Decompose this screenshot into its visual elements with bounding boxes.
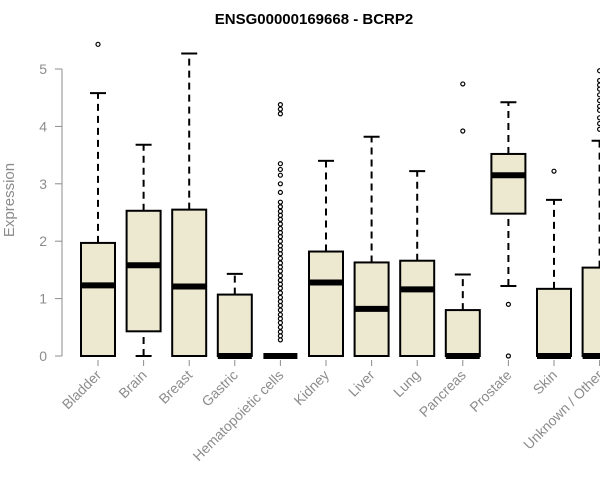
outlier-point: [277, 106, 283, 112]
outlier-point: [277, 212, 283, 218]
box-brain: [125, 143, 162, 357]
outlier-point: [277, 316, 283, 322]
outlier-point: [277, 247, 283, 253]
outlier-point: [277, 189, 283, 196]
box-hematopoietic-cells: [263, 101, 298, 359]
box-iqr: [536, 287, 572, 358]
x-tick-label: Lung: [390, 367, 423, 400]
outlier-point: [277, 324, 283, 330]
x-tick-label: Prostate: [466, 367, 514, 415]
box-unknown-other: [581, 68, 600, 359]
outlier-point: [277, 166, 283, 173]
outlier-point: [277, 225, 283, 232]
box-breast: [171, 52, 208, 357]
outlier-point: [277, 281, 283, 287]
box-lung: [399, 170, 436, 357]
box-iqr: [216, 293, 253, 357]
outlier-point: [277, 302, 283, 309]
outlier-point: [277, 294, 283, 301]
outlier-point: [277, 229, 283, 236]
x-tick-label: Gastric: [198, 367, 241, 410]
box-bladder: [80, 41, 116, 357]
x-tick-label: Pancreas: [416, 367, 469, 420]
y-axis-label: Expression: [1, 163, 18, 237]
outlier-point: [277, 290, 283, 296]
x-tick-label: Liver: [345, 367, 378, 400]
x-tick-label: Breast: [155, 367, 195, 407]
outlier-point: [277, 260, 283, 266]
x-tick-label: Hematopoietic cells: [189, 367, 286, 464]
box-iqr: [308, 250, 344, 357]
outlier-point: [277, 234, 283, 240]
outlier-point: [277, 111, 283, 117]
box-iqr: [171, 208, 208, 357]
outlier-point: [277, 268, 283, 274]
chart-title: ENSG00000169668 - BCRP2: [215, 11, 413, 28]
x-tick-label: Unknown / Other: [520, 367, 600, 453]
outlier-point: [277, 101, 283, 108]
box-skin: [536, 168, 572, 359]
box-prostate: [490, 101, 527, 359]
y-tick-label: 2: [39, 233, 47, 249]
box-kidney: [308, 159, 344, 357]
outlier-point: [277, 264, 283, 270]
x-tick-label: Brain: [115, 367, 149, 401]
y-axis: 0 1 2 3 4 5: [39, 61, 63, 364]
box-iqr: [125, 209, 162, 333]
box-pancreas: [444, 81, 481, 359]
box-iqr: [444, 309, 481, 357]
outlier-point: [277, 251, 283, 257]
box-iqr: [581, 266, 600, 358]
outlier-point: [277, 216, 283, 222]
outlier-point: [277, 273, 283, 279]
y-tick-label: 3: [39, 176, 47, 192]
outlier-point: [277, 172, 283, 178]
outlier-point: [277, 208, 283, 214]
outlier-point: [277, 285, 283, 291]
x-tick-label: Skin: [530, 367, 561, 398]
outlier-point: [277, 320, 283, 326]
outlier-point: [277, 312, 283, 318]
outlier-point: [505, 301, 511, 307]
outlier-point: [277, 333, 283, 339]
outlier-point: [277, 298, 283, 305]
outlier-point: [277, 255, 283, 262]
outlier-point: [277, 329, 283, 335]
y-tick-label: 1: [39, 291, 47, 307]
outlier-point: [95, 41, 101, 47]
outlier-point: [277, 243, 283, 249]
boxes-group: [80, 41, 600, 359]
outlier-point: [460, 128, 466, 134]
outlier-point: [277, 204, 283, 210]
y-tick-label: 5: [39, 61, 47, 77]
outlier-point: [277, 307, 283, 313]
outlier-point: [277, 277, 283, 283]
box-gastric: [216, 272, 253, 359]
outlier-point: [277, 337, 283, 343]
outlier-point: [505, 353, 511, 359]
box-iqr: [80, 241, 116, 357]
outlier-point: [460, 81, 466, 87]
x-tick-label: Kidney: [291, 367, 333, 409]
y-tick-label: 0: [39, 348, 47, 364]
box-iqr: [399, 259, 436, 357]
outlier-point: [277, 221, 283, 227]
y-tick-label: 4: [39, 118, 47, 134]
box-liver: [353, 135, 390, 357]
x-tick-label: Bladder: [59, 367, 105, 413]
outlier-point: [551, 168, 557, 174]
box-iqr: [490, 152, 527, 215]
outlier-point: [277, 199, 283, 205]
outlier-point: [277, 161, 283, 167]
outlier-point: [277, 181, 283, 187]
outlier-point: [277, 238, 283, 244]
